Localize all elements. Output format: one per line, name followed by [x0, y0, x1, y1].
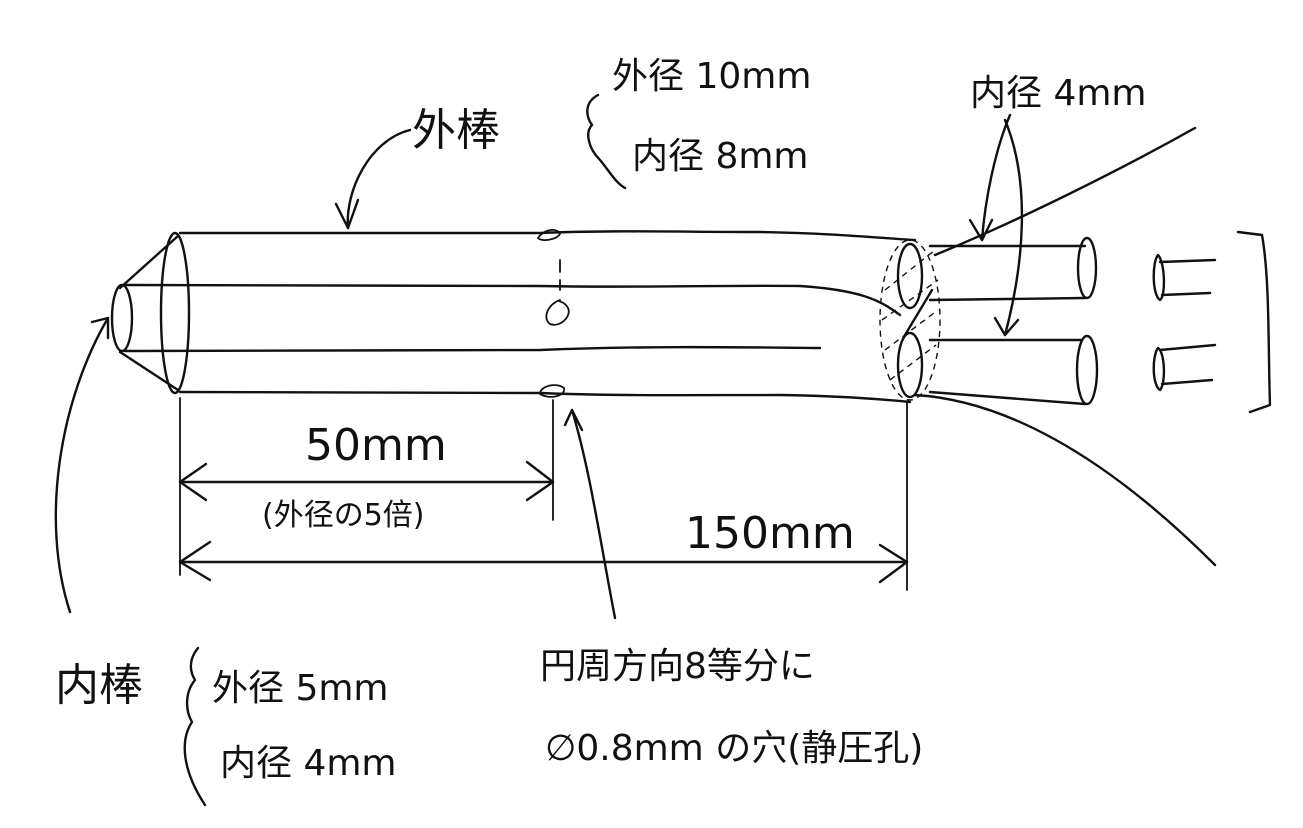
short-length-note: (外径の5倍) [262, 498, 425, 533]
static-hole-line2: ∅0.8mm の穴(静圧孔) [545, 728, 923, 769]
inner-rod-front-ellipse [110, 283, 134, 353]
static-holes [537, 229, 570, 398]
junction-slash [903, 288, 934, 337]
inner-rod-bottom-line [123, 345, 822, 353]
outlet-diameter-arrow-1 [980, 113, 1012, 242]
branch-junction [879, 239, 941, 401]
outer-rod-outer-diameter: 外径 10mm [612, 56, 811, 97]
manometer-bracket [1236, 230, 1272, 414]
leader-lines [54, 113, 1217, 620]
dimension-lines [178, 397, 909, 591]
upper-tube-leader [933, 126, 1197, 257]
long-length-label: 150mm [685, 508, 855, 559]
outlet-diameter-arrow-2 [1003, 118, 1024, 337]
static-hole-line1: 円周方向8等分に [540, 646, 815, 687]
brace-marks [183, 93, 627, 807]
upper-outlet-end [1076, 236, 1098, 300]
upper-branch-ellipse [896, 242, 924, 310]
outer-rod-brace [586, 93, 627, 190]
short-length-label: 50mm [305, 420, 447, 471]
outer-rod-front-ellipse [159, 231, 191, 395]
labels: 外棒 外径 10mm 内径 8mm 内径 4mm 50mm (外径の5倍) 15… [55, 56, 1147, 784]
inner-rod-name: 内棒 [55, 660, 143, 711]
inner-rod-top-line [123, 283, 902, 317]
cone-top-line [118, 234, 180, 290]
cone-bottom-line [118, 350, 180, 392]
outer-rod-top-line [178, 230, 917, 242]
lower-outlet-end [1075, 334, 1099, 406]
manometer [1152, 230, 1272, 414]
junction-hatch-ellipse [879, 239, 941, 401]
lower-tube-leader [913, 393, 1217, 567]
lower-branch-ellipse [896, 331, 924, 399]
inner-rod-arrow [54, 316, 110, 614]
inner-rod-outer-diameter: 外径 5mm [212, 668, 389, 709]
static-hole-bottom [539, 384, 565, 398]
inner-rod-inner-diameter: 内径 4mm [220, 743, 397, 784]
static-hole-arrow [570, 408, 617, 620]
inner-rod-brace [183, 646, 207, 807]
static-hole-top [537, 229, 561, 241]
outer-rod-inner-diameter: 内径 8mm [632, 136, 809, 177]
static-hole-middle [545, 299, 570, 326]
inner-rod-body [110, 283, 902, 353]
outer-rod-body [118, 230, 917, 404]
outlet-inner-diameter: 内径 4mm [970, 73, 1147, 114]
outer-rod-name: 外棒 [412, 105, 500, 156]
outer-rod-arrow [346, 128, 412, 230]
outer-rod-bottom-line [178, 390, 912, 404]
outlet-tubes [928, 236, 1099, 406]
